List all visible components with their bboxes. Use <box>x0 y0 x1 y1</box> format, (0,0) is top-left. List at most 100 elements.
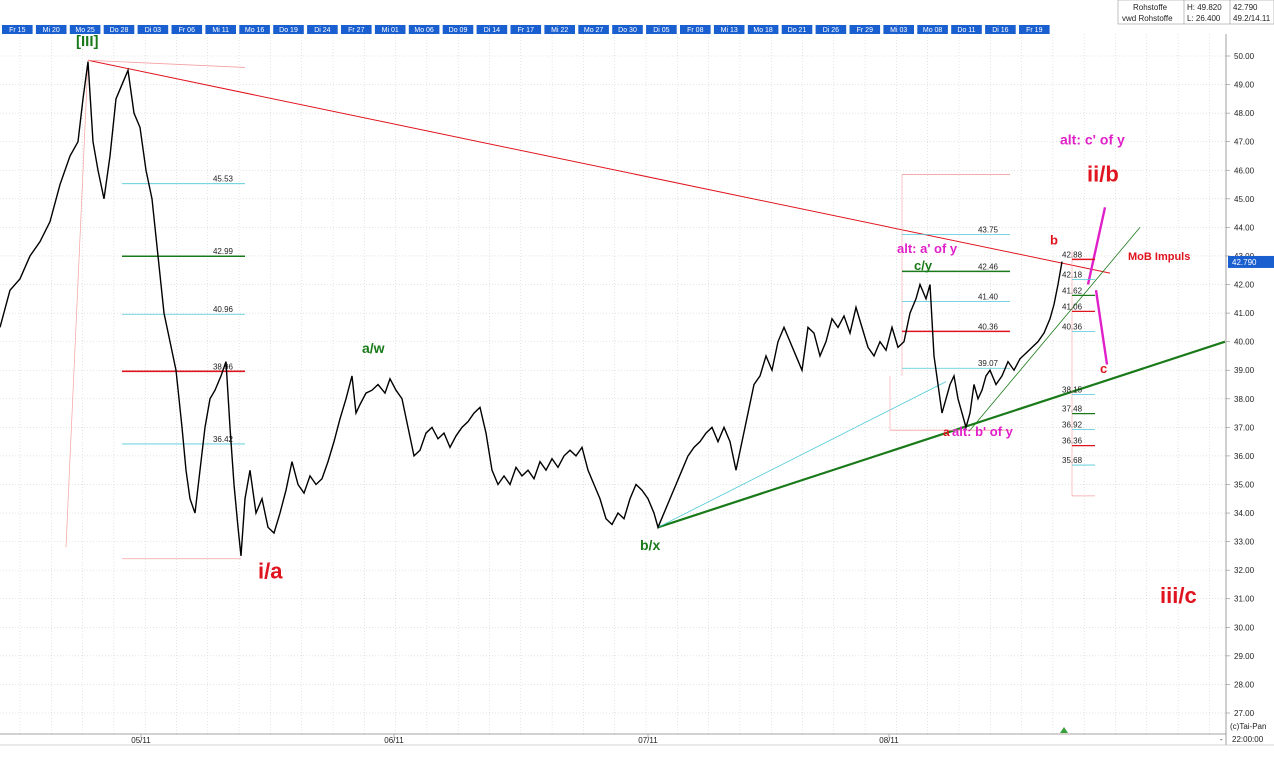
date-tab-label: Di 24 <box>314 27 330 34</box>
y-tick-label: 30.00 <box>1234 623 1255 632</box>
fib-right-top-level-label: 40.36 <box>978 322 999 331</box>
date-tab <box>951 25 982 34</box>
y-tick-label: 49.00 <box>1234 81 1255 90</box>
fib-right-level-label: 36.36 <box>1062 437 1083 446</box>
y-tick-label: 48.00 <box>1234 109 1255 118</box>
date-axis: 05/11 06/11 07/11 08/11 <box>131 734 899 745</box>
fib-right-top-level-label: 43.75 <box>978 226 999 235</box>
x-tick-label: 05/11 <box>131 736 151 745</box>
date-tab-label: Mi 20 <box>43 27 60 34</box>
header-info: Rohstoffe vwd Rohstoffe H: 49.820 L: 26.… <box>1117 0 1274 25</box>
date-tab <box>374 25 406 34</box>
date-tab <box>646 25 677 34</box>
date-tab <box>408 25 440 34</box>
y-tick-label: 45.00 <box>1234 195 1255 204</box>
date-tab-label: Do 11 <box>957 27 975 34</box>
y-tick-label: 36.00 <box>1234 452 1255 461</box>
y-tick-label: 33.00 <box>1234 538 1255 547</box>
date-tab <box>1019 25 1050 34</box>
date-tab <box>35 25 67 34</box>
date-tab <box>713 25 745 34</box>
date-tab-label: Do 09 <box>449 27 468 34</box>
wave-label: i/a <box>258 559 283 584</box>
fib-right-top-level-label: 39.07 <box>978 359 999 368</box>
high-label: H: 49.820 <box>1187 3 1222 12</box>
date-tab-label: Fr 29 <box>857 27 873 34</box>
date-tab-label: Di 05 <box>653 27 669 34</box>
fib-left-level-label: 40.96 <box>213 305 234 314</box>
y-tick-label: 29.00 <box>1234 652 1255 661</box>
date-tab-label: Mi 22 <box>551 27 568 34</box>
red-trend-line <box>87 59 1111 274</box>
fib-right-level-label: 37.48 <box>1062 405 1083 414</box>
source-label: (c)Tai-Pan <box>1230 722 1266 731</box>
low-label: L: 26.400 <box>1187 14 1221 23</box>
date-tab-label: Do 28 <box>110 27 129 34</box>
date-tab <box>476 25 508 34</box>
wave-label: c <box>1100 361 1107 376</box>
date-tab-label: Mi 03 <box>890 27 907 34</box>
pink-top-line <box>87 59 246 68</box>
y-tick-label: 27.00 <box>1234 709 1255 718</box>
date-tab <box>544 25 575 34</box>
date-tab <box>578 25 609 34</box>
fib-right-level-label: 42.18 <box>1062 270 1083 279</box>
y-tick-label: 28.00 <box>1234 680 1255 689</box>
date-tab-label: Fr 08 <box>687 27 703 34</box>
date-tab-label: Di 16 <box>992 27 1008 34</box>
info-label: 49.2/14.11 <box>1233 14 1271 23</box>
date-tab <box>69 25 101 34</box>
fib-left-level-label: 45.53 <box>213 175 234 184</box>
x-tick-label: 08/11 <box>879 736 899 745</box>
date-tab <box>510 25 542 34</box>
date-tab-label: Mo 18 <box>753 27 773 34</box>
y-tick-label: 37.00 <box>1234 423 1255 432</box>
magenta-wave-line-down <box>1094 290 1109 365</box>
date-tab <box>815 25 847 34</box>
wave-label: alt: a' of y <box>897 241 958 256</box>
y-tick-label: 31.00 <box>1234 595 1255 604</box>
date-tab-label: Di 14 <box>484 27 500 34</box>
magenta-wave-line-up <box>1086 207 1107 285</box>
price-axis: 50.0049.0048.0047.0046.0045.0044.0043.00… <box>1226 52 1255 718</box>
fib-right-level-label: 35.68 <box>1062 456 1083 465</box>
green-trend-line <box>657 340 1226 529</box>
date-tab <box>341 25 372 34</box>
x-tick-label: 06/11 <box>384 736 404 745</box>
y-tick-label: 42.00 <box>1234 281 1255 290</box>
date-tab <box>442 25 474 34</box>
y-tick-label: 46.00 <box>1234 166 1255 175</box>
fib-left-level-label: 38.96 <box>213 362 234 371</box>
date-tab-label: Mo 06 <box>414 27 434 34</box>
wave-label: b/x <box>640 537 660 553</box>
wave-label: MoB Impuls <box>1128 251 1190 263</box>
axis-dash: - <box>1220 735 1223 744</box>
date-tab-label: Mo 25 <box>75 27 95 34</box>
instrument-name: Rohstoffe <box>1133 3 1168 12</box>
y-tick-label: 47.00 <box>1234 138 1255 147</box>
date-tab-label: Mo 27 <box>584 27 604 34</box>
fib-right-level-label: 41.62 <box>1062 286 1083 295</box>
date-tab-label: Mi 01 <box>382 27 399 34</box>
wave-annotations: [III] i/a a/w b/x c/y alt: a' of y a alt: b' of… <box>76 33 1197 608</box>
date-tab <box>985 25 1016 34</box>
date-tab-label: Fr 17 <box>518 27 534 34</box>
date-tab-label: Fr 19 <box>1026 27 1042 34</box>
y-tick-label: 32.00 <box>1234 566 1255 575</box>
date-tab <box>680 25 711 34</box>
last-price-label: 42.790 <box>1233 3 1258 12</box>
wave-label: a/w <box>362 340 385 356</box>
date-tab <box>307 25 338 34</box>
date-tab <box>612 25 643 34</box>
fib-right-top-level-label: 41.40 <box>978 293 999 302</box>
date-tab-label: Do 30 <box>618 27 637 34</box>
wave-label: iii/c <box>1160 583 1197 608</box>
date-tab-label: Mo 08 <box>923 27 943 34</box>
date-tab <box>747 25 779 34</box>
thin-green-trend-line <box>969 227 1141 431</box>
y-tick-label: 39.00 <box>1234 366 1255 375</box>
fib-left-level-label: 42.99 <box>213 247 234 256</box>
date-tab-label: Do 21 <box>788 27 807 34</box>
time-label: 22:00:00 <box>1232 735 1264 744</box>
wave-label: [III] <box>76 33 99 50</box>
